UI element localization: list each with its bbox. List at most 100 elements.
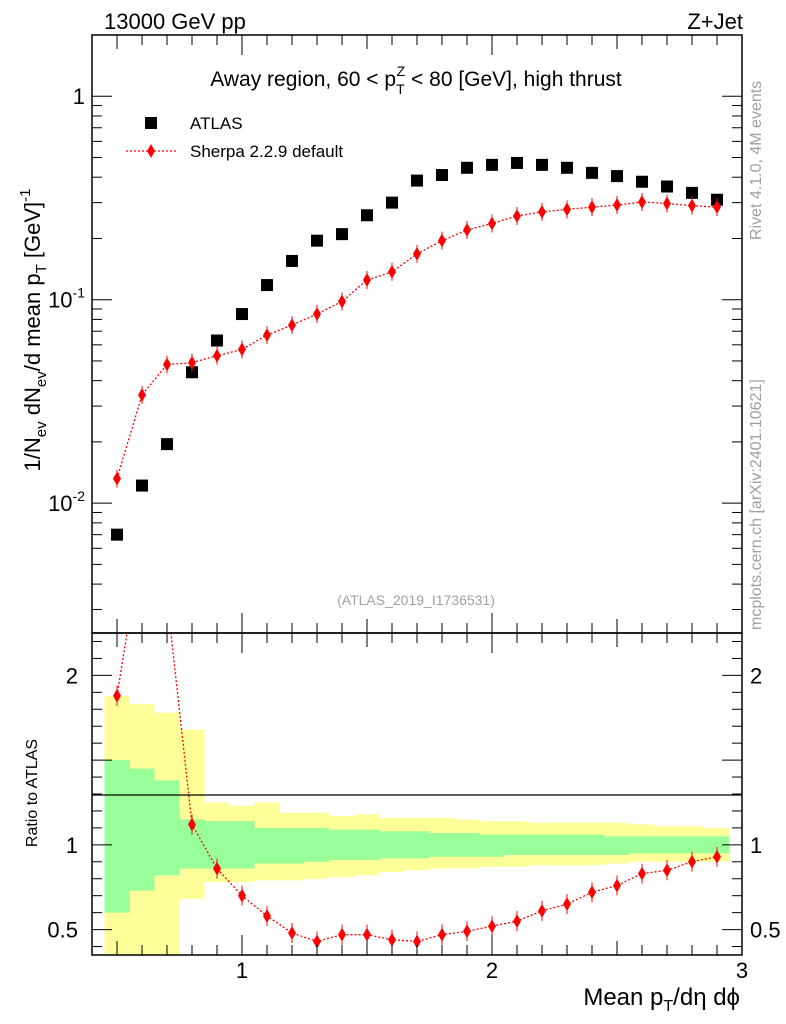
ratio-sherpa-point xyxy=(488,919,496,934)
ratio-sherpa-point xyxy=(138,533,146,547)
sherpa-point xyxy=(213,348,221,363)
ratio-sherpa-point xyxy=(113,688,121,703)
ratio-sherpa-point xyxy=(663,863,671,878)
legend: ATLAS Sherpa 2.2.9 default xyxy=(126,114,343,161)
ratio-y-tick-label-right: 0.5 xyxy=(750,918,781,943)
sherpa-point xyxy=(438,233,446,248)
ratio-y-tick-label-right: 2 xyxy=(750,663,762,688)
x-tick-label: 1 xyxy=(236,958,248,983)
ratio-band-bin xyxy=(704,836,730,854)
ratio-band-bin xyxy=(404,831,430,859)
sherpa-point xyxy=(713,200,721,215)
plot-title: Away region, 60 < pTZ < 80 [GeV], high t… xyxy=(210,63,622,97)
ratio-y-axis-label: Ratio to ATLAS xyxy=(24,739,41,847)
atlas-point xyxy=(311,234,323,247)
sherpa-point xyxy=(688,198,696,213)
atlas-point xyxy=(611,170,623,183)
sherpa-point xyxy=(288,318,296,333)
x-tick-label: 2 xyxy=(486,958,498,983)
beam-label: 13000 GeV pp xyxy=(104,9,246,34)
atlas-point xyxy=(436,169,448,182)
ratio-sherpa-point xyxy=(513,914,521,929)
ratio-band-bin xyxy=(279,827,305,864)
ratio-band-bin xyxy=(379,831,405,859)
ratio-band-bin xyxy=(479,834,505,857)
legend-sherpa-label: Sherpa 2.2.9 default xyxy=(190,142,343,161)
atlas-point xyxy=(261,279,273,292)
ratio-band-bin xyxy=(529,834,555,856)
ratio-sherpa-point xyxy=(413,934,421,949)
sherpa-line xyxy=(116,201,718,479)
ratio-band-bin xyxy=(629,836,655,854)
atlas-point xyxy=(211,334,223,347)
ratio-sherpa-point xyxy=(713,849,721,864)
ratio-sherpa-point xyxy=(313,934,321,949)
legend-atlas-label: ATLAS xyxy=(190,114,243,133)
ratio-y-tick-label-right: 1 xyxy=(750,833,762,858)
ratio-band-bin xyxy=(654,836,680,854)
main-y-tick-labels: 10-2 10-1 1 xyxy=(48,84,85,516)
ratio-axis-ticks xyxy=(92,633,743,955)
atlas-point xyxy=(561,161,573,174)
ratio-y-tick-label-left: 2 xyxy=(66,663,78,688)
ratio-sherpa-point xyxy=(388,932,396,947)
plot-title-text: Away region, 60 < pTZ < 80 [GeV], high t… xyxy=(210,63,622,97)
legend-atlas-marker xyxy=(145,117,157,129)
sherpa-point xyxy=(413,246,421,261)
svg-text:1/Nev dNev/d mean pT [GeV]-1: 1/Nev dNev/d mean pT [GeV]-1 xyxy=(17,189,50,472)
sherpa-point xyxy=(163,357,171,372)
sherpa-point xyxy=(488,216,496,231)
atlas-point xyxy=(686,186,698,199)
atlas-point xyxy=(161,438,173,451)
atlas-point xyxy=(661,180,673,193)
ratio-sherpa-point xyxy=(438,927,446,942)
ratio-band-bin xyxy=(329,829,355,861)
sherpa-point xyxy=(638,195,646,210)
ratio-band-bin xyxy=(504,834,530,856)
sherpa-point xyxy=(263,328,271,343)
main-y-axis-label: 1/Nev dNev/d mean pT [GeV]-1 xyxy=(17,189,50,472)
ratio-band-bin xyxy=(604,836,630,856)
ratio-band-bin xyxy=(179,729,205,900)
atlas-point xyxy=(636,175,648,188)
atlas-point xyxy=(411,174,423,187)
ratio-sherpa-point xyxy=(613,878,621,893)
sherpa-point xyxy=(663,196,671,211)
ratio-sherpa-point xyxy=(638,866,646,881)
ratio-band-bin xyxy=(129,768,155,891)
ratio-y-tick-label-left: 0.5 xyxy=(47,918,78,943)
ratio-band-bin xyxy=(304,827,330,862)
main-panel: 10-2 10-1 1 Away region, 60 < pTZ < 80 [Ge… xyxy=(17,34,743,634)
ratio-sherpa-group xyxy=(113,533,721,952)
atlas-point xyxy=(536,158,548,171)
legend-sherpa-marker xyxy=(147,144,155,158)
mcplots-source-label: mcplots.cern.ch [arXiv:2401.10621] xyxy=(748,379,765,630)
ratio-band-bin xyxy=(579,834,605,856)
ratio-sherpa-point xyxy=(213,861,221,876)
sherpa-point xyxy=(188,355,196,370)
ratio-sherpa-point xyxy=(463,924,471,939)
main-series xyxy=(111,156,723,541)
ratio-band-bin xyxy=(254,827,280,864)
atlas-point xyxy=(361,209,373,222)
sherpa-point xyxy=(238,342,246,357)
atlas-point xyxy=(386,196,398,209)
sherpa-point xyxy=(138,388,146,403)
ratio-series xyxy=(113,533,721,952)
main-axis-ticks xyxy=(92,34,742,633)
ratio-band-bin xyxy=(104,760,130,913)
ratio-band-bin xyxy=(554,834,580,856)
x-axis-label: Mean pT/dη dϕ xyxy=(583,984,740,1015)
ratio-y-tick-label-left: 1 xyxy=(66,833,78,858)
rivet-version-label: Rivet 4.1.0, 4M events xyxy=(748,81,765,240)
ratio-sherpa-point xyxy=(688,854,696,869)
sherpa-point xyxy=(363,272,371,287)
atlas-point xyxy=(586,166,598,179)
ratio-sherpa-point xyxy=(563,897,571,912)
sherpa-point xyxy=(563,202,571,217)
sherpa-point xyxy=(113,471,121,486)
atlas-point xyxy=(336,228,348,241)
atlas-point xyxy=(111,528,123,541)
ratio-tick-labels: 0.5 0.5 1 1 2 2 1 2 3 xyxy=(47,663,780,983)
ratio-sherpa-point xyxy=(188,817,196,832)
